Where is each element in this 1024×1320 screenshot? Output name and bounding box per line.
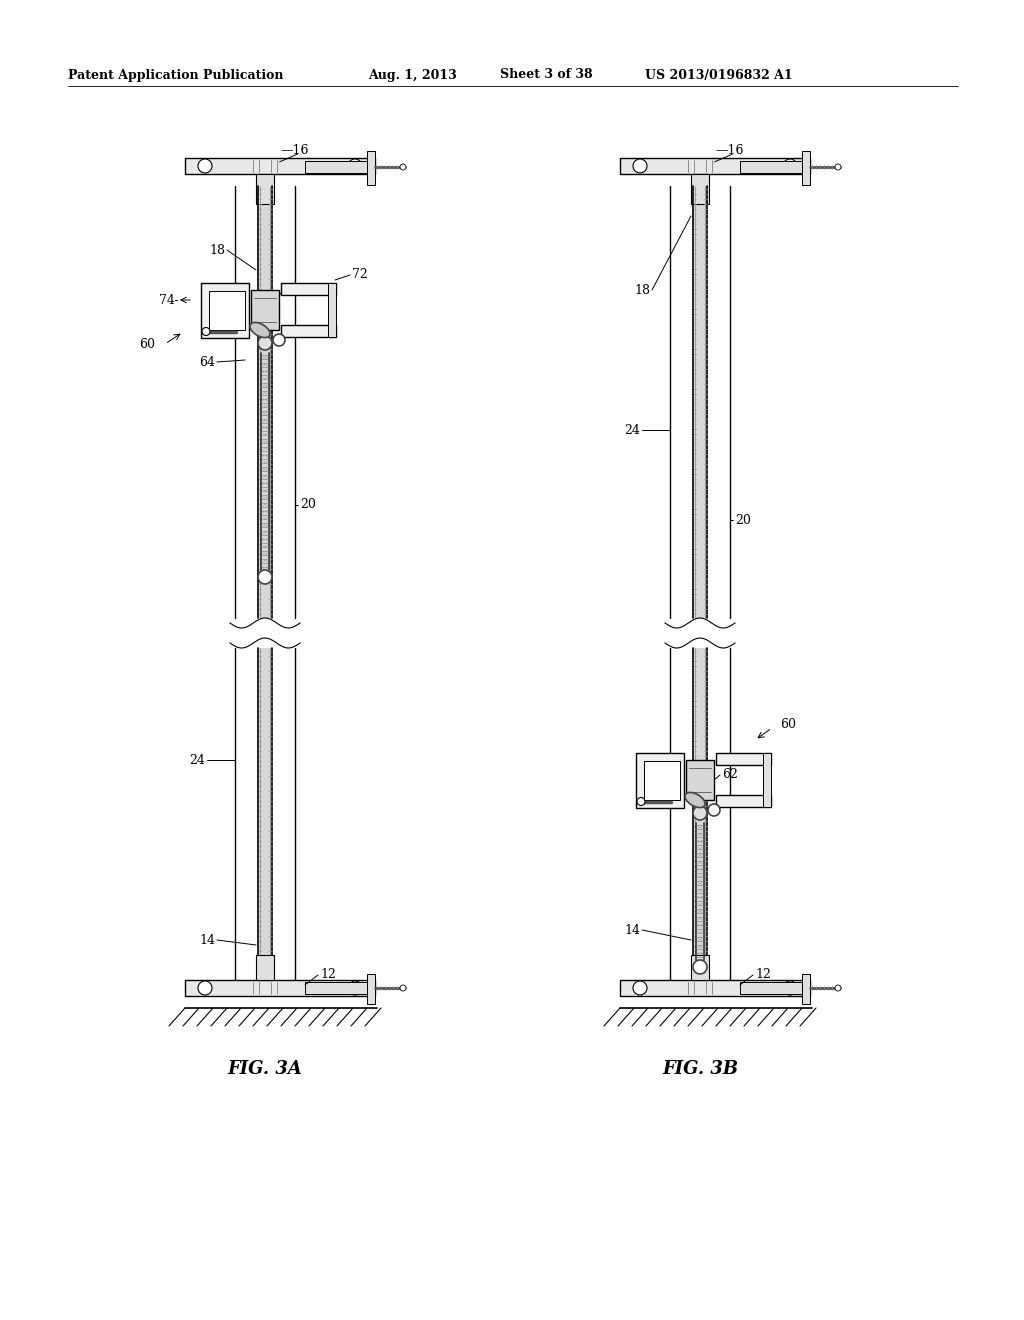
- Circle shape: [633, 158, 647, 173]
- Circle shape: [835, 164, 841, 170]
- Bar: [802, 150, 810, 185]
- Bar: [256, 954, 274, 979]
- Bar: [328, 282, 336, 337]
- Text: 14: 14: [624, 924, 640, 936]
- Text: 18: 18: [209, 243, 225, 256]
- Bar: [694, 186, 706, 618]
- Bar: [281, 282, 336, 294]
- Circle shape: [258, 570, 272, 583]
- Circle shape: [783, 158, 797, 173]
- Circle shape: [198, 981, 212, 995]
- Bar: [367, 150, 375, 185]
- Text: 60: 60: [780, 718, 796, 731]
- Circle shape: [835, 985, 841, 991]
- Circle shape: [273, 334, 285, 346]
- Bar: [259, 186, 271, 618]
- Text: 62: 62: [287, 284, 303, 297]
- Text: 20: 20: [300, 499, 315, 511]
- Bar: [644, 760, 680, 800]
- Circle shape: [258, 337, 272, 350]
- Circle shape: [400, 164, 406, 170]
- Circle shape: [637, 797, 645, 805]
- Text: 24: 24: [624, 424, 640, 437]
- Circle shape: [202, 327, 210, 335]
- Text: 64: 64: [199, 355, 215, 368]
- Ellipse shape: [685, 792, 705, 808]
- Text: US 2013/0196832 A1: US 2013/0196832 A1: [645, 69, 793, 82]
- Bar: [305, 982, 375, 994]
- Bar: [620, 979, 810, 997]
- Text: 74: 74: [159, 293, 175, 306]
- Ellipse shape: [250, 322, 270, 338]
- Text: 62: 62: [722, 768, 738, 781]
- Bar: [636, 752, 684, 808]
- Bar: [201, 282, 249, 338]
- Text: FIG. 3B: FIG. 3B: [662, 1060, 738, 1078]
- Text: FIG. 3A: FIG. 3A: [227, 1060, 302, 1078]
- Circle shape: [783, 981, 797, 995]
- Text: Sheet 3 of 38: Sheet 3 of 38: [500, 69, 593, 82]
- Bar: [281, 325, 336, 337]
- Bar: [716, 752, 771, 766]
- Bar: [740, 161, 810, 173]
- Bar: [691, 174, 709, 205]
- Circle shape: [198, 158, 212, 173]
- Text: Patent Application Publication: Patent Application Publication: [68, 69, 284, 82]
- Text: 20: 20: [735, 513, 751, 527]
- Bar: [259, 648, 271, 979]
- Bar: [620, 158, 810, 174]
- Text: Aug. 1, 2013: Aug. 1, 2013: [368, 69, 457, 82]
- Bar: [802, 974, 810, 1005]
- Bar: [686, 760, 714, 800]
- Bar: [694, 648, 706, 979]
- Bar: [305, 161, 375, 173]
- Circle shape: [693, 807, 707, 820]
- Circle shape: [693, 960, 707, 974]
- Circle shape: [348, 981, 362, 995]
- Bar: [763, 752, 771, 807]
- Text: 72: 72: [352, 268, 368, 281]
- Text: 12: 12: [319, 969, 336, 982]
- Text: 18: 18: [634, 284, 650, 297]
- Bar: [740, 982, 810, 994]
- Bar: [251, 290, 279, 330]
- Text: 12: 12: [755, 969, 771, 982]
- Bar: [367, 974, 375, 1005]
- Text: —16: —16: [715, 144, 743, 157]
- Bar: [185, 979, 375, 997]
- Circle shape: [633, 981, 647, 995]
- Bar: [185, 158, 375, 174]
- Bar: [209, 290, 245, 330]
- Text: 60: 60: [139, 338, 155, 351]
- Bar: [256, 174, 274, 205]
- Text: 24: 24: [189, 754, 205, 767]
- Bar: [691, 954, 709, 979]
- Circle shape: [348, 158, 362, 173]
- Text: 14: 14: [199, 933, 215, 946]
- Circle shape: [400, 985, 406, 991]
- Text: —16: —16: [280, 144, 308, 157]
- Circle shape: [708, 804, 720, 816]
- Bar: [716, 795, 771, 807]
